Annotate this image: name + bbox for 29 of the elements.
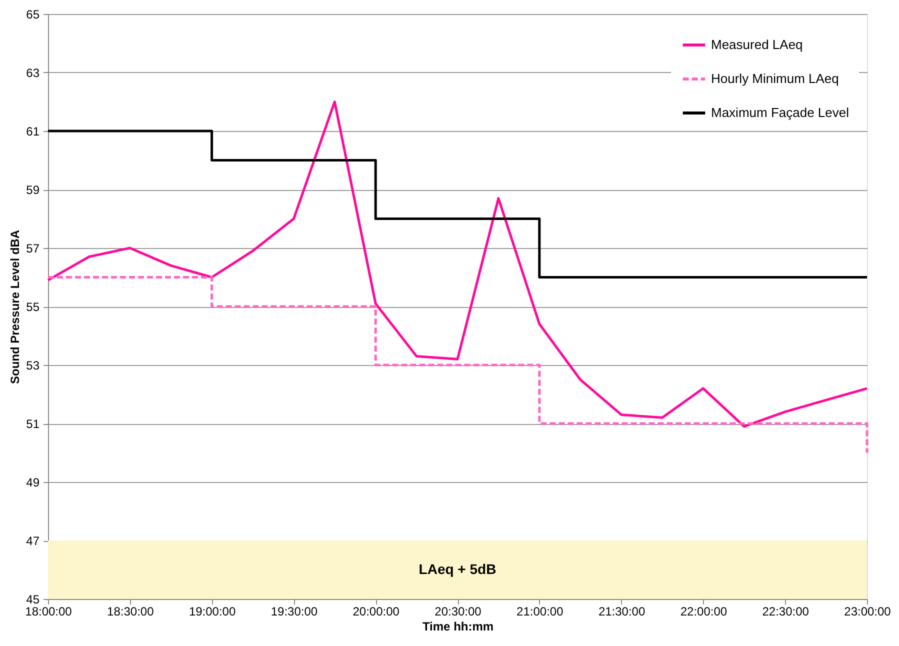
y-tick-label: 61 <box>26 124 40 138</box>
x-tick-label: 18:00:00 <box>25 604 72 618</box>
x-axis-title: Time hh:mm <box>422 620 494 634</box>
y-tick-label: 59 <box>26 183 40 197</box>
y-tick-label: 65 <box>26 8 40 22</box>
x-tick-label: 23:00:00 <box>844 604 892 618</box>
x-tick-label: 19:30:00 <box>270 604 318 618</box>
y-tick-label: 55 <box>26 300 40 314</box>
x-tick-label: 20:00:00 <box>352 604 400 618</box>
x-tick-label: 18:30:00 <box>107 604 154 618</box>
x-tick-label: 22:30:00 <box>762 604 810 618</box>
legend-label: Hourly Minimum LAeq <box>711 71 839 86</box>
x-tick-label: 21:00:00 <box>516 604 564 618</box>
y-axis-title: Sound Pressure Level dBA <box>8 230 22 384</box>
x-tick-label: 20:30:00 <box>434 604 482 618</box>
y-tick-label: 45 <box>26 592 40 606</box>
y-tick-label: 47 <box>26 534 40 548</box>
y-tick-label: 51 <box>26 417 40 431</box>
y-tick-label: 63 <box>26 66 40 80</box>
band-label: LAeq + 5dB <box>418 560 496 577</box>
x-tick-label: 21:30:00 <box>598 604 646 618</box>
y-tick-label: 57 <box>26 242 40 256</box>
line-series <box>46 100 868 428</box>
y-tick-label: 53 <box>26 358 40 372</box>
x-tick-label: 22:00:00 <box>680 604 728 618</box>
x-tick-label: 19:00:00 <box>188 604 236 618</box>
y-tick-label: 49 <box>26 476 40 490</box>
legend-label: Maximum Façade Level <box>711 105 850 120</box>
legend-label: Measured LAeq <box>711 37 803 52</box>
